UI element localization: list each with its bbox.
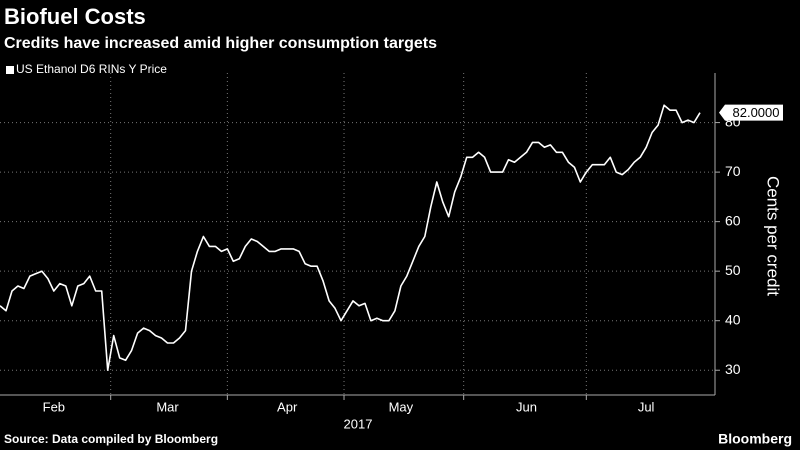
y-tick-label: 60: [725, 212, 741, 228]
x-tick-label: Feb: [43, 399, 65, 414]
chart-subtitle: Credits have increased amid higher consu…: [4, 35, 437, 52]
x-tick-label: Mar: [156, 399, 179, 414]
x-tick-label: May: [389, 399, 414, 414]
value-label-box: [719, 104, 783, 121]
brand: Bloomberg: [718, 431, 792, 447]
x-tick-label: Jul: [638, 399, 655, 414]
y-axis-label: Cents per credit: [764, 176, 783, 296]
y-tick-label: 70: [725, 163, 741, 179]
x-tick-label: Apr: [277, 399, 298, 414]
source: Source: Data compiled by Bloomberg: [4, 432, 218, 446]
legend-swatch: [6, 66, 14, 74]
value-label: 82.0000: [733, 105, 780, 120]
x-tick-label: Jun: [516, 399, 537, 414]
y-tick-label: 40: [725, 311, 741, 327]
legend-label: US Ethanol D6 RINs Y Price: [16, 62, 167, 76]
x-axis-label: 2017: [344, 416, 373, 431]
line: [0, 104, 701, 371]
chart-title: Biofuel Costs: [4, 4, 146, 29]
y-tick-label: 50: [725, 262, 741, 278]
y-tick-label: 30: [725, 361, 741, 377]
